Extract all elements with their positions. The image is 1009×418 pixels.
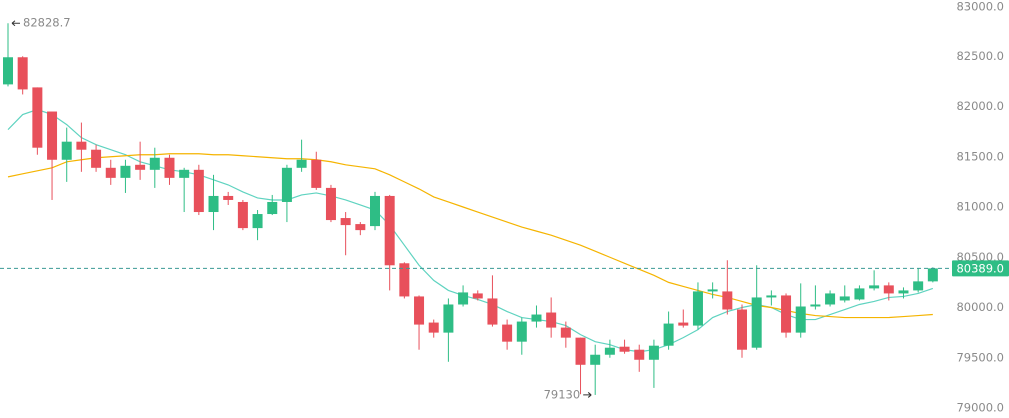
candle-body <box>193 169 204 213</box>
y-tick-label: 79500.0 <box>956 350 1004 364</box>
y-tick-label: 80000.0 <box>956 300 1004 314</box>
candle-body <box>370 195 380 227</box>
candle-body <box>795 306 806 333</box>
candle-body <box>105 167 116 178</box>
candle-body <box>869 285 880 289</box>
candle-body <box>281 167 292 202</box>
candle-body <box>575 337 586 365</box>
arrow <box>583 392 592 398</box>
y-tick-label: 82500.0 <box>956 49 1004 63</box>
candle-body <box>3 57 13 85</box>
candle-body <box>267 201 278 215</box>
candle-body <box>399 263 410 297</box>
candle-body <box>135 164 146 170</box>
candle-body <box>120 165 131 178</box>
candle-body <box>810 304 821 307</box>
y-tick-label: 81000.0 <box>956 200 1004 214</box>
candle-body <box>340 218 351 226</box>
candle-body <box>692 291 703 326</box>
candle-body <box>560 327 571 338</box>
candle-body <box>781 295 792 333</box>
candle-body <box>648 345 659 360</box>
candle-body <box>737 309 747 350</box>
candle-body <box>458 292 469 305</box>
max-price-label: 82828.7 <box>23 16 71 30</box>
candle-body <box>590 354 601 365</box>
candle-body <box>883 285 894 294</box>
moving-average-line <box>7 108 934 353</box>
candle-body <box>516 321 527 342</box>
candle-body <box>898 290 909 294</box>
candle-body <box>47 111 58 160</box>
candle-body <box>164 157 175 178</box>
candle-body <box>91 149 102 168</box>
candle-body <box>208 195 219 213</box>
candle-body <box>766 295 777 298</box>
candle-body <box>663 323 674 346</box>
candle-body <box>296 159 307 168</box>
candle-body <box>472 293 483 299</box>
candle-body <box>414 296 425 325</box>
candle-body <box>355 224 366 231</box>
arrow <box>11 20 20 27</box>
candle-body <box>237 201 248 229</box>
last-price-label: 80389.0 <box>956 261 1004 275</box>
candle-body <box>707 289 718 292</box>
candle-body <box>384 195 395 266</box>
candle-body <box>546 312 557 328</box>
candle-body <box>149 157 160 170</box>
candle-body <box>428 322 439 333</box>
candle-body <box>531 314 542 322</box>
candle-body <box>311 159 322 188</box>
candle-body <box>634 349 645 360</box>
candle-body <box>325 187 336 221</box>
candle-body <box>678 322 689 326</box>
candle-body <box>825 293 836 305</box>
y-tick-label: 80500.0 <box>956 250 1004 264</box>
candle-body <box>76 141 87 150</box>
candle-body <box>927 268 938 282</box>
moving-average-line <box>7 153 933 319</box>
candle-body <box>913 281 924 291</box>
candle-body <box>502 324 513 342</box>
last-price-tag <box>952 260 1009 277</box>
y-tick-label: 79000.0 <box>956 401 1004 415</box>
candle-body <box>751 297 762 348</box>
candle-body <box>839 296 850 301</box>
candle-body <box>223 195 234 200</box>
candle-body <box>17 57 28 90</box>
candle-body <box>179 169 190 178</box>
candle-body <box>252 214 263 229</box>
min-price-label: 79130 <box>544 387 581 401</box>
candle-body <box>854 288 865 300</box>
candle-body <box>32 87 43 148</box>
y-tick-label: 83000.0 <box>956 0 1004 14</box>
candle-body <box>722 291 733 310</box>
candle-body <box>443 304 454 333</box>
candle-body <box>487 298 498 325</box>
y-tick-label: 81500.0 <box>956 149 1004 163</box>
candle-body <box>619 346 630 352</box>
y-tick-label: 82000.0 <box>956 99 1004 113</box>
candle-body <box>61 141 72 160</box>
candle-body <box>604 347 615 355</box>
